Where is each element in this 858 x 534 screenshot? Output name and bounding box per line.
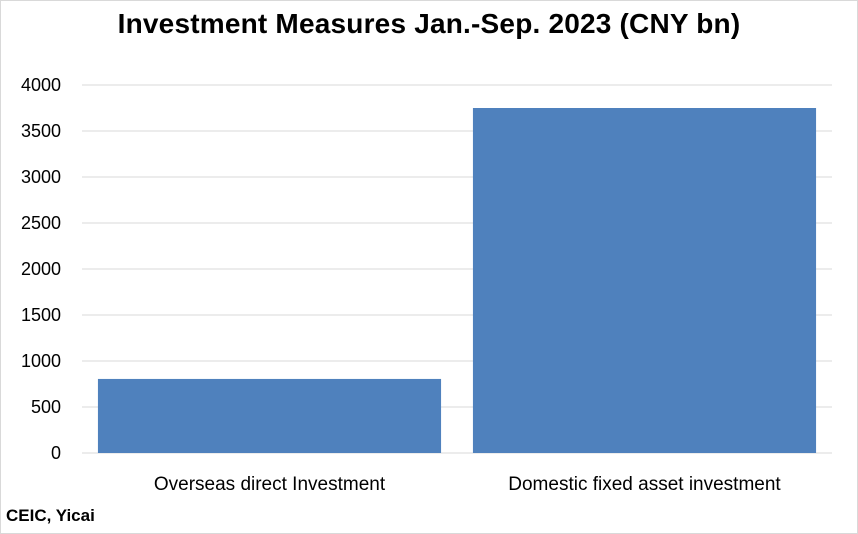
- y-tick-label: 4000: [21, 75, 61, 95]
- bar-2: [472, 108, 817, 453]
- y-axis: 0 500 1000 1500 2000 2500 3000 3500 4000: [21, 75, 61, 463]
- x-category-label: Overseas direct Investment: [154, 474, 386, 495]
- bar-1: [97, 378, 442, 453]
- y-tick-label: 1000: [21, 351, 61, 371]
- y-tick-label: 0: [51, 443, 61, 463]
- y-tick-label: 3000: [21, 167, 61, 187]
- x-category-label: Domestic fixed asset investment: [508, 474, 781, 495]
- chart-title: Investment Measures Jan.-Sep. 2023 (CNY …: [117, 8, 741, 39]
- x-axis: Overseas direct Investment Domestic fixed…: [154, 474, 782, 495]
- y-tick-label: 1500: [21, 305, 61, 325]
- y-tick-label: 2000: [21, 259, 61, 279]
- source-note: CEIC, Yicai: [6, 506, 95, 525]
- y-tick-label: 3500: [21, 121, 61, 141]
- bars: [97, 108, 817, 453]
- y-tick-label: 500: [31, 397, 61, 417]
- y-tick-label: 2500: [21, 213, 61, 233]
